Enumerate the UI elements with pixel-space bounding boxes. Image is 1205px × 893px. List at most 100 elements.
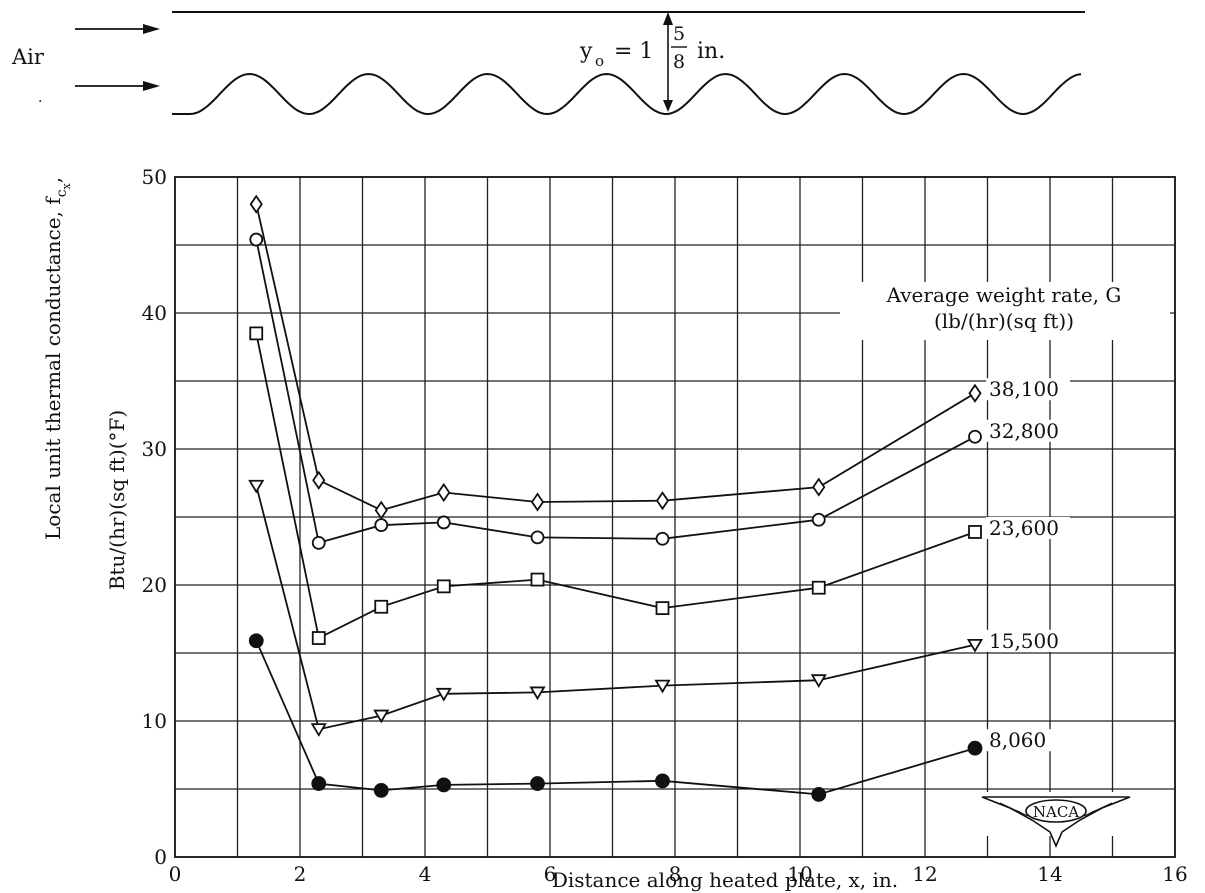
series-label-backdrop <box>986 729 1070 752</box>
offset-unit: in. <box>697 39 725 64</box>
offset-subscript: o <box>595 52 604 70</box>
data-point <box>655 773 670 789</box>
series-labels: 38,100 32,800 23,600 15,500 8,060 <box>986 377 1070 752</box>
data-point <box>436 777 452 793</box>
data-point <box>248 633 264 649</box>
plot-frame <box>174 176 1176 858</box>
y-axis-units-label: Btu/(hr)(sq ft)(°F) <box>105 410 129 590</box>
x-tick-labels: 0 2 4 6 8 10 12 14 16 <box>169 862 1188 886</box>
air-arrowhead-bottom <box>143 81 160 91</box>
series-label-backdrop <box>986 629 1070 652</box>
naca-logo: NACA <box>960 792 1131 849</box>
data-point <box>811 787 827 802</box>
offset-symbol: y <box>579 39 593 64</box>
data-point <box>655 491 670 511</box>
x-tick-label: 2 <box>294 862 307 886</box>
data-point <box>530 572 545 587</box>
data-point <box>968 525 982 539</box>
data-point <box>436 579 451 594</box>
data-point <box>249 194 263 214</box>
y-axis-label-main: Local unit thermal conductance, f <box>41 196 65 540</box>
dimension-arrow-down <box>663 100 673 112</box>
offset-denominator: 8 <box>673 51 685 73</box>
x-tick-label: 6 <box>544 862 557 886</box>
data-point <box>968 383 982 403</box>
data-point <box>654 679 671 694</box>
x-axis-label: Distance along heated plate, x, in. <box>552 868 898 892</box>
x-tick-label: 14 <box>1037 862 1062 886</box>
x-tick-label: 12 <box>912 862 937 886</box>
y-axis-label: Local unit thermal conductance, fcx, <box>41 177 73 540</box>
data-point <box>311 535 326 550</box>
y-tick-label: 50 <box>142 165 167 189</box>
dot-mark: . <box>38 90 42 106</box>
data-point <box>435 687 452 702</box>
offset-equals: = 1 <box>614 39 653 64</box>
channel-diagram: Air . y o = 1 5 8 in. <box>11 11 1085 116</box>
data-point <box>530 776 545 791</box>
x-tick-label: 0 <box>169 862 182 886</box>
data-point <box>248 479 265 494</box>
y-tick-label: 40 <box>142 301 167 325</box>
data-point <box>311 631 326 645</box>
data-point <box>312 470 326 490</box>
data-point <box>967 740 983 756</box>
y-tick-label: 0 <box>154 845 167 869</box>
series-circle-open <box>249 232 982 550</box>
data-point <box>373 782 389 798</box>
data-point <box>530 492 545 512</box>
y-tick-label: 20 <box>142 573 167 597</box>
series-diamond <box>249 194 982 520</box>
legend-title-line1: Average weight rate, G <box>886 283 1122 307</box>
dimension-arrow-up <box>663 12 673 25</box>
series-label-backdrop <box>986 516 1070 539</box>
data-point <box>810 674 827 688</box>
offset-numerator: 5 <box>673 23 685 45</box>
series-label-backdrop <box>986 419 1070 442</box>
y-axis-label-sub: c <box>54 189 70 197</box>
series-label: 8,060 <box>989 728 1046 752</box>
y-tick-label: 30 <box>142 437 167 461</box>
x-tick-label: 16 <box>1162 862 1187 886</box>
y-tick-label: 10 <box>142 709 167 733</box>
data-point <box>655 601 670 616</box>
series-label: 23,600 <box>989 516 1059 540</box>
x-tick-label: 10 <box>787 862 812 886</box>
data-point <box>812 477 826 497</box>
data-point <box>374 500 388 520</box>
legend-title-line2: (lb/(hr)(sq ft)) <box>934 309 1074 333</box>
grid <box>175 177 1175 857</box>
series-circle-filled <box>248 633 983 802</box>
data-point <box>437 482 451 503</box>
data-point <box>530 530 545 545</box>
series-line <box>255 485 976 731</box>
series-label-backdrop <box>986 378 1070 401</box>
legend-title-backdrop <box>840 282 1170 340</box>
data-point <box>436 515 451 530</box>
series-line <box>255 333 976 640</box>
series-line <box>255 239 976 544</box>
data-point <box>374 518 389 533</box>
data-point <box>811 512 826 527</box>
series-line <box>255 640 976 796</box>
data-point <box>966 638 984 653</box>
wavy-wall <box>172 72 1082 116</box>
x-tick-label: 8 <box>669 862 682 886</box>
data-point <box>968 429 982 444</box>
data-point <box>249 232 264 247</box>
data-point <box>529 686 546 701</box>
y-axis-label-comma: , <box>41 177 65 183</box>
series-label: 32,800 <box>989 419 1059 443</box>
data-point <box>311 776 327 791</box>
y-tick-labels: 0 10 20 30 40 50 <box>142 165 167 869</box>
series-triangle-down <box>248 479 984 737</box>
air-arrowhead-top <box>143 24 160 34</box>
data-point <box>374 599 389 614</box>
data-point <box>811 580 826 595</box>
naca-logo-text: NACA <box>1033 803 1079 821</box>
series-label: 15,500 <box>989 629 1059 653</box>
data-point <box>310 723 327 737</box>
data-point <box>655 531 670 546</box>
x-tick-label: 4 <box>419 862 432 886</box>
